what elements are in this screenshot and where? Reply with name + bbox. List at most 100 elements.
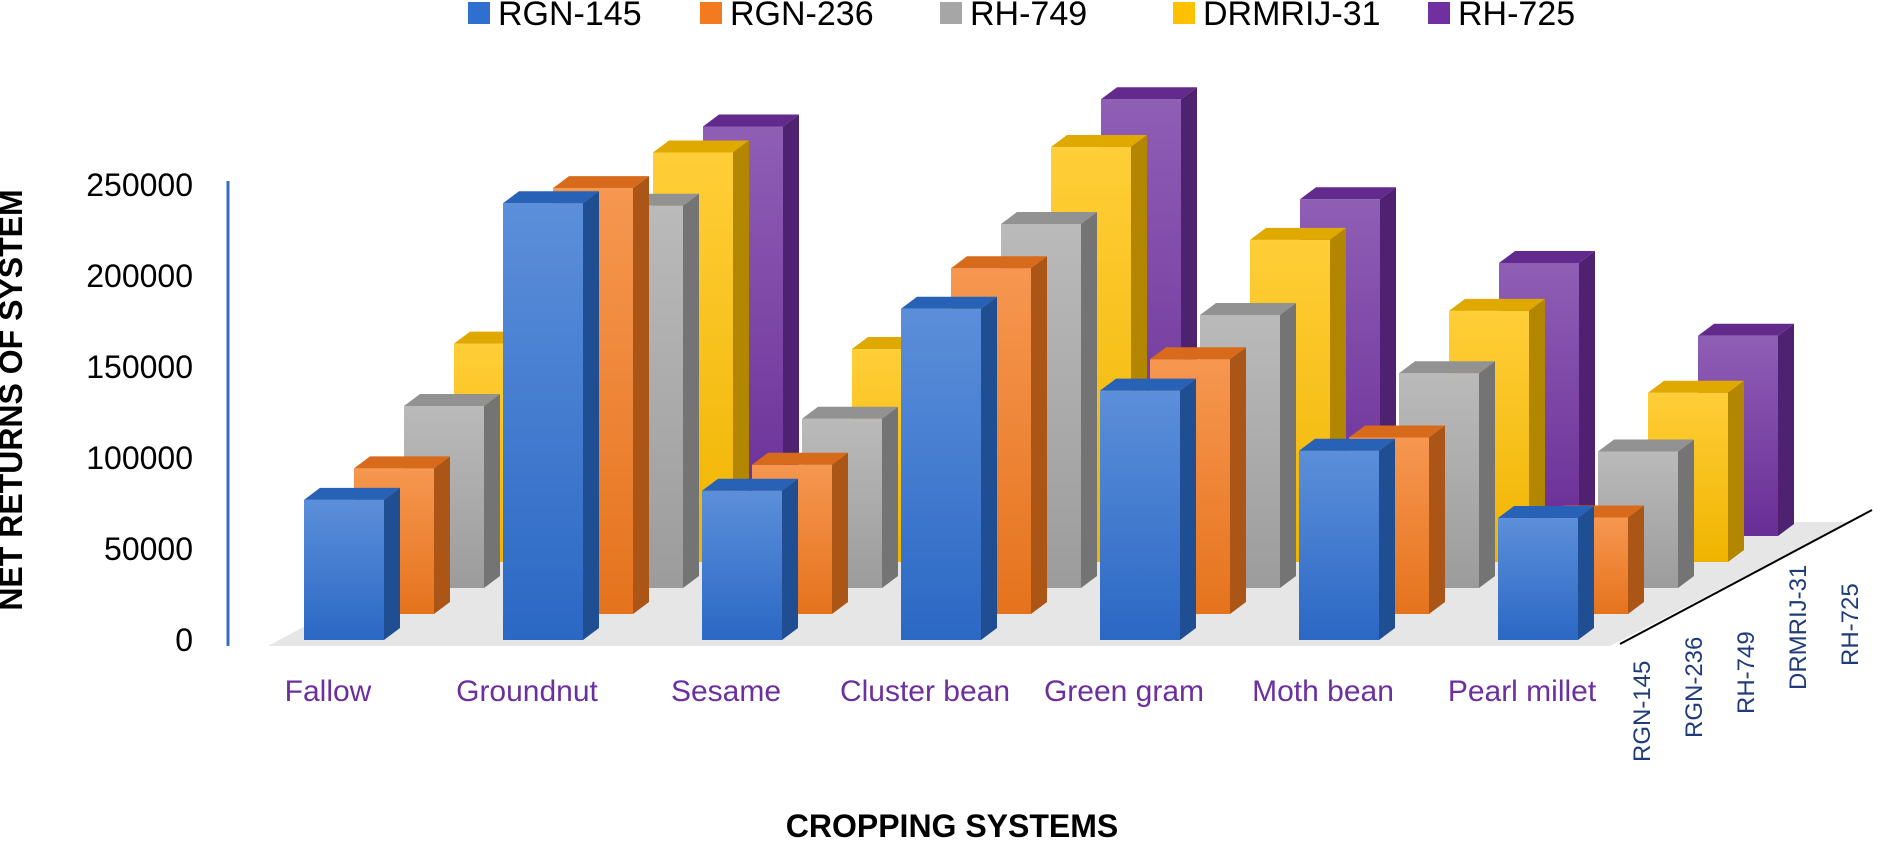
bar-top [1200,303,1296,315]
bars [304,87,1794,640]
bar-top [653,140,749,153]
bar-front [304,499,384,640]
bar-rgn-145-cluster-bean [901,296,997,640]
legend-label-rgn-145: RGN-145 [498,0,642,33]
depth-tick-label-rgn-145: RGN-145 [1629,661,1656,762]
y-tick-label: 200000 [86,258,193,294]
legend-swatch-rgn-145 [468,2,490,24]
bar-top [703,114,799,127]
y-axis-title: NET RETURNS OF SYSTEM [0,189,29,610]
bar-top [1349,425,1445,438]
bar-side [1579,251,1595,536]
bar-top [1300,187,1396,200]
depth-tick-label-rh-725: RH-725 [1837,583,1864,666]
depth-tick-label-rgn-236: RGN-236 [1681,637,1708,738]
bar-top [1100,378,1196,391]
bar-top [553,176,649,189]
bar-rgn-145-groundnut [503,191,599,640]
bar-side [981,296,997,640]
legend-label-drmrij-31: DRMRIJ-31 [1203,0,1381,33]
depth-axis-line [1619,509,1873,645]
bar-side [832,452,848,614]
bar-side [1031,256,1047,614]
x-axis-title: CROPPING SYSTEMS [786,808,1119,844]
bar-side [1379,438,1395,640]
bar-side [583,191,599,640]
x-tick-label-cluster-bean: Cluster bean [840,675,1010,708]
bar-top [752,452,848,465]
bar-side [882,406,898,588]
y-tick-label: 50000 [104,531,193,567]
y-tick-label: 0 [175,622,193,658]
bar-top [404,394,500,406]
bar-front [1100,390,1180,640]
bar-rgn-145-fallow [304,487,400,640]
bar-top [702,478,798,491]
bar-rgn-145-green-gram [1100,378,1196,640]
bar-top [901,296,997,309]
bar-side [1728,380,1744,562]
bar-front [1299,450,1379,640]
bar-front [901,308,981,640]
bar-front [1498,518,1578,640]
bar-side [434,456,450,614]
bar-top [1299,438,1395,451]
bar-side [384,487,400,640]
legend-swatch-rgn-236 [700,2,722,24]
bar-top [1498,506,1594,519]
x-tick-label-pearl-millet: Pearl millet [1448,675,1597,708]
bar-top [503,191,599,204]
bar-top [1648,380,1744,393]
bar-front [702,490,782,640]
legend-label-rgn-236: RGN-236 [730,0,874,33]
y-axis: 250000 200000 150000 100000 50000 0 [86,167,230,658]
bar-side [1628,505,1644,614]
bar-top [354,456,450,469]
bar-side [484,394,500,588]
legend-label-rh-725: RH-725 [1458,0,1575,33]
legend-swatch-rh-749 [940,2,962,24]
bar-top [304,487,400,500]
bar-top [1399,361,1495,374]
bar-side [683,193,699,589]
legend-label-rh-749: RH-749 [970,0,1087,33]
bar-side [1180,378,1196,640]
bar-side [1230,347,1246,614]
bar-top [1150,347,1246,360]
bar-rgn-145-moth-bean [1299,438,1395,640]
bar-top [1449,298,1545,311]
bar-top [951,256,1047,269]
legend-swatch-drmrij-31 [1173,2,1195,24]
x-tick-label-fallow: Fallow [285,675,372,708]
bar-side [1778,323,1794,536]
bar-side [1479,361,1495,588]
y-tick-label: 100000 [86,440,193,476]
category-labels: Fallow Groundnut Sesame Cluster bean Green g… [285,675,1597,708]
bar-top [1001,212,1097,224]
bar-side [733,140,749,562]
y-tick-label: 150000 [86,349,193,385]
bar-side [1429,425,1445,614]
bar-rgn-145-pearl-millet [1498,506,1594,640]
depth-tick-label-rh-749: RH-749 [1733,631,1760,714]
bar-side [782,478,798,640]
legend-swatch-rh-725 [1428,2,1450,24]
bar-side [1678,439,1694,588]
bar-top [1598,439,1694,452]
x-tick-label-moth-bean: Moth bean [1252,675,1394,708]
x-tick-label-sesame: Sesame [671,675,781,708]
depth-tick-label-drmrij-31: DRMRIJ-31 [1785,565,1812,690]
bar-top [1101,87,1197,100]
bar-top [1051,135,1147,148]
legend: RGN-145 RGN-236 RH-749 DRMRIJ-31 RH-725 [468,0,1575,33]
x-tick-label-groundnut: Groundnut [456,675,598,708]
bar-side [1081,212,1097,588]
depth-axis: RGN-145 RGN-236 RH-749 DRMRIJ-31 RH-725 [1619,509,1873,762]
y-tick-label: 250000 [86,167,193,203]
bar-side [783,114,799,536]
bar-rgn-145-sesame [702,478,798,640]
bar-side [1529,298,1545,562]
bar-top [1250,227,1346,240]
bar-top [1499,251,1595,263]
